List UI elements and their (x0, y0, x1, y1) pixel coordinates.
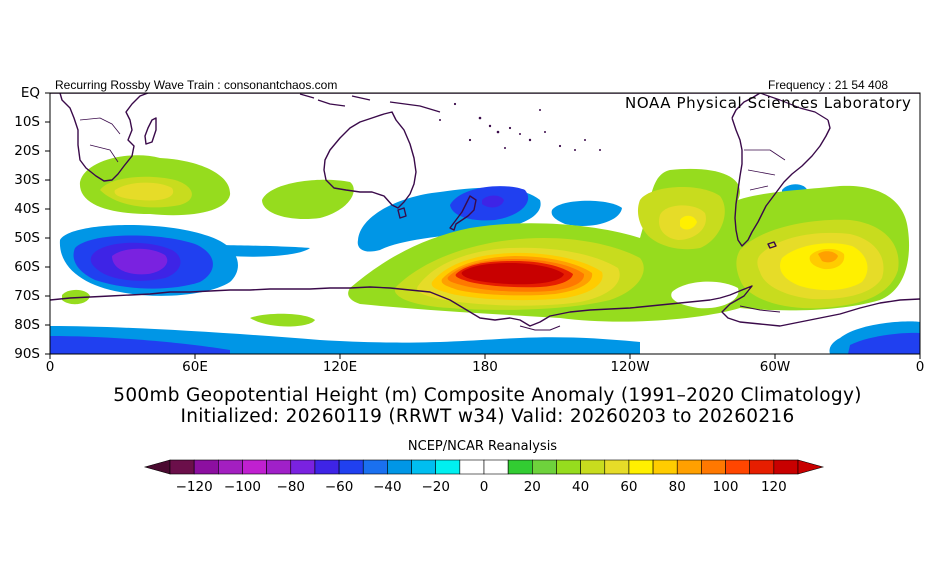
colorbar-swatch (387, 459, 412, 475)
lon-label-4: 120W (610, 359, 650, 375)
lat-label-90s: 90S (14, 346, 40, 362)
colorbar-tick-label: 100 (712, 479, 739, 495)
anomaly-field (50, 155, 920, 354)
colorbar-swatch (411, 459, 436, 475)
colorbar-tick-label: −20 (421, 479, 450, 495)
colorbar-swatch (242, 459, 267, 475)
lab-credit: NOAA Physical Sciences Laboratory (625, 94, 912, 112)
header-left-text: Recurring Rossby Wave Train : consonantc… (55, 78, 338, 92)
colorbar-swatch (676, 459, 702, 475)
colorbar-swatch (362, 459, 388, 475)
colorbar-swatch (556, 459, 581, 475)
colorbar-tick-label: 80 (668, 479, 686, 495)
coastlines (50, 93, 920, 331)
lat-label-40s: 40S (14, 201, 40, 217)
coast-south-america (731, 93, 831, 247)
coast-new-zealand (449, 195, 477, 231)
anomaly-antarctic-negative (50, 321, 920, 354)
colorbar-swatch (652, 459, 678, 475)
colorbar-swatch (169, 459, 195, 475)
colorbar (143, 459, 825, 475)
colorbar-swatch (532, 459, 557, 475)
lat-label-50s: 50S (14, 230, 40, 246)
anomaly-central-pacific-negative (551, 200, 622, 227)
lon-label-6: 0 (915, 359, 925, 375)
data-source-label: NCEP/NCAR Reanalysis (407, 439, 558, 454)
colorbar-tick-label: −100 (223, 479, 261, 495)
header-right-text: Frequency : 21 54 408 (768, 78, 889, 92)
colorbar-swatch (773, 459, 799, 475)
colorbar-swatch (725, 459, 750, 475)
chart-title-line1: 500mb Geopotential Height (m) Composite … (113, 385, 862, 406)
colorbar-tick-label: 20 (523, 479, 541, 495)
colorbar-tick-label: 0 (479, 479, 489, 495)
lat-label-80s: 80S (14, 317, 40, 333)
colorbar-tick-label: 40 (572, 479, 590, 495)
colorbar-swatch (749, 459, 775, 475)
axis-ticks (45, 92, 921, 359)
colorbar-tick-label: −120 (175, 479, 213, 495)
colorbar-tick-label: −60 (324, 479, 354, 495)
colorbar-tick-label: −80 (276, 479, 306, 495)
colorbar-tick-label: −40 (373, 479, 402, 495)
coast-australia (323, 111, 417, 209)
colorbar-swatch (193, 459, 219, 475)
lon-label-0: 0 (45, 359, 55, 375)
coast-antarctica (50, 285, 920, 327)
colorbar-tick-label: 60 (620, 479, 638, 495)
colorbar-swatch (218, 459, 243, 475)
colorbar-arrow-right (797, 459, 825, 475)
colorbar-swatch (338, 459, 364, 475)
coast-africa (59, 93, 149, 182)
coast-falklands (767, 241, 777, 249)
lat-label-30s: 30S (14, 172, 40, 188)
lat-label-eq: EQ (20, 85, 40, 101)
colorbar-swatch (266, 459, 292, 475)
colorbar-arrow-left (143, 459, 171, 475)
lon-label-1: 60E (182, 359, 208, 375)
colorbar-swatch (507, 459, 533, 475)
lon-label-2: 120E (322, 359, 358, 375)
colorbar-swatch (314, 459, 340, 475)
colorbar-swatch (580, 459, 606, 475)
coast-tasmania (397, 207, 407, 219)
anomaly-south-indian-negative (59, 224, 310, 296)
colorbar-swatch (459, 459, 485, 475)
anomaly-south-africa-positive (79, 155, 231, 216)
colorbar-swatch (701, 459, 726, 475)
colorbar-swatch (290, 459, 316, 475)
colorbar-swatch (604, 459, 630, 475)
colorbar-swatch (628, 459, 654, 475)
anomaly-south-atlantic-positive (736, 219, 899, 309)
chart-title-line2: Initialized: 20260119 (RRWT w34) Valid: … (180, 406, 795, 427)
colorbar-swatch (483, 459, 509, 475)
anomaly-west-australia-positive (262, 179, 354, 220)
lat-label-60s: 60S (14, 259, 40, 275)
anomaly-new-zealand-negative (357, 186, 541, 252)
lat-label-20s: 20S (14, 143, 40, 159)
anomaly-kerguelen-positive (250, 313, 315, 327)
colorbar-tick-label: 120 (760, 479, 787, 495)
lon-label-5: 60W (759, 359, 791, 375)
coast-madagascar (144, 117, 157, 145)
lat-label-10s: 10S (14, 114, 40, 130)
colorbar-swatch (435, 459, 461, 475)
lon-label-3: 180 (472, 359, 498, 375)
lat-label-70s: 70S (14, 288, 40, 304)
